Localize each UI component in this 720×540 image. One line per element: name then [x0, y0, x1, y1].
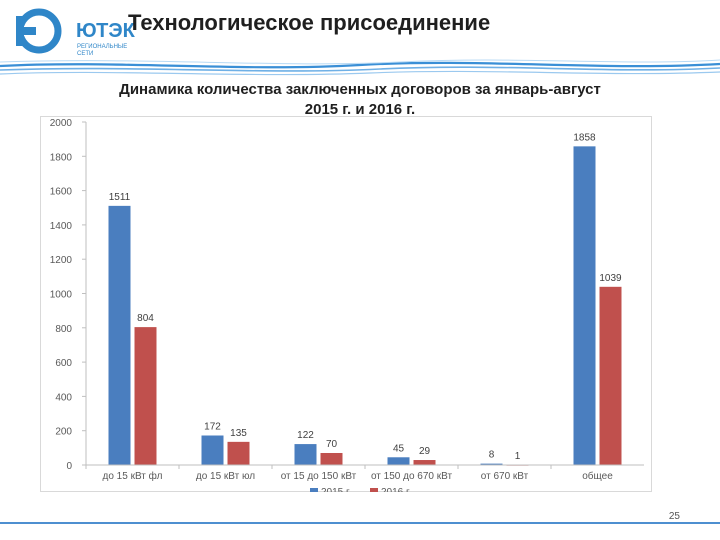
bar [480, 463, 503, 465]
y-tick-label: 800 [55, 324, 72, 335]
bar-data-label: 1511 [109, 192, 131, 203]
header-wave-decoration [0, 59, 720, 76]
logo-subtitle-line-2: СЕТИ [77, 51, 94, 57]
y-tick-label: 1200 [50, 255, 73, 266]
company-logo: ЮТЭК РЕГИОНАЛЬНЫЕ СЕТИ [14, 8, 135, 58]
bar-data-label: 29 [419, 446, 431, 457]
x-category-label: общее [582, 470, 613, 482]
logo-subtitle: РЕГИОНАЛЬНЫЕ СЕТИ [77, 44, 128, 58]
bar [573, 146, 596, 465]
y-tick-label: 200 [55, 427, 72, 438]
bar-data-label: 1858 [573, 132, 596, 143]
footer-divider [0, 522, 720, 524]
bar-chart: 0 200 400 600 800 1000 1200 1400 1600 1800 2000 15… [40, 116, 652, 492]
y-tick-label: 400 [55, 392, 72, 403]
bar-data-label: 1 [515, 451, 521, 462]
bar [387, 457, 410, 465]
bar [294, 444, 317, 465]
bar [227, 441, 250, 465]
x-category-label: до 15 кВт юл [196, 471, 255, 482]
y-tick-label: 2000 [50, 118, 73, 129]
bar-data-label: 804 [137, 313, 154, 324]
chart-legend: 2015 г. 2016 г. [310, 487, 411, 492]
legend-swatch [370, 488, 378, 492]
y-tick-label: 1000 [50, 290, 73, 301]
bar [599, 286, 622, 465]
chart-title: Динамика количества заключенных договоро… [40, 80, 680, 120]
bar-data-label: 1039 [599, 273, 622, 284]
bar [108, 205, 131, 465]
logo-emblem-icon [16, 8, 62, 54]
bar-data-label: 122 [297, 430, 314, 441]
chart-title-line-2: 2015 г. и 2016 г. [304, 101, 416, 118]
bar [413, 460, 436, 465]
x-category-label: от 15 до 150 кВт [281, 471, 357, 482]
logo-subtitle-line-1: РЕГИОНАЛЬНЫЕ [77, 44, 128, 50]
bar-data-label: 135 [230, 428, 247, 439]
bar [320, 452, 343, 465]
legend-label: 2016 г. [381, 487, 411, 492]
y-tick-label: 1600 [50, 187, 73, 198]
y-tick-label: 1800 [50, 152, 73, 163]
page-number: 25 [668, 511, 680, 522]
page-title: Технологическое присоединение [128, 10, 491, 35]
chart-title-line-1: Динамика количества заключенных договоро… [119, 81, 601, 98]
legend-swatch [310, 488, 318, 492]
x-category-label: до 15 кВт фл [103, 470, 163, 482]
legend-label: 2015 г. [321, 487, 351, 492]
x-axis: до 15 кВт фл до 15 кВт юл от 15 до 150 кВт… [85, 464, 644, 482]
bars-group: 1511 804 172 135 122 70 45 29 8 1 1858 1039 [108, 132, 622, 466]
y-axis: 0 200 400 600 800 1000 1200 1400 1600 1800 2000 [50, 118, 87, 472]
y-tick-label: 600 [55, 358, 72, 369]
bar [134, 327, 157, 465]
x-category-label: от 150 до 670 кВт [371, 471, 453, 482]
x-category-label: от 670 кВт [481, 471, 529, 482]
chart-border [40, 116, 652, 492]
y-tick-label: 0 [66, 461, 72, 472]
y-tick-label: 1400 [50, 221, 73, 232]
bar-data-label: 70 [326, 439, 338, 450]
bar [201, 435, 224, 465]
bar-data-label: 172 [204, 422, 221, 433]
bar-data-label: 45 [393, 443, 405, 454]
bar-data-label: 8 [489, 450, 495, 461]
logo-text: ЮТЭК [76, 20, 135, 42]
